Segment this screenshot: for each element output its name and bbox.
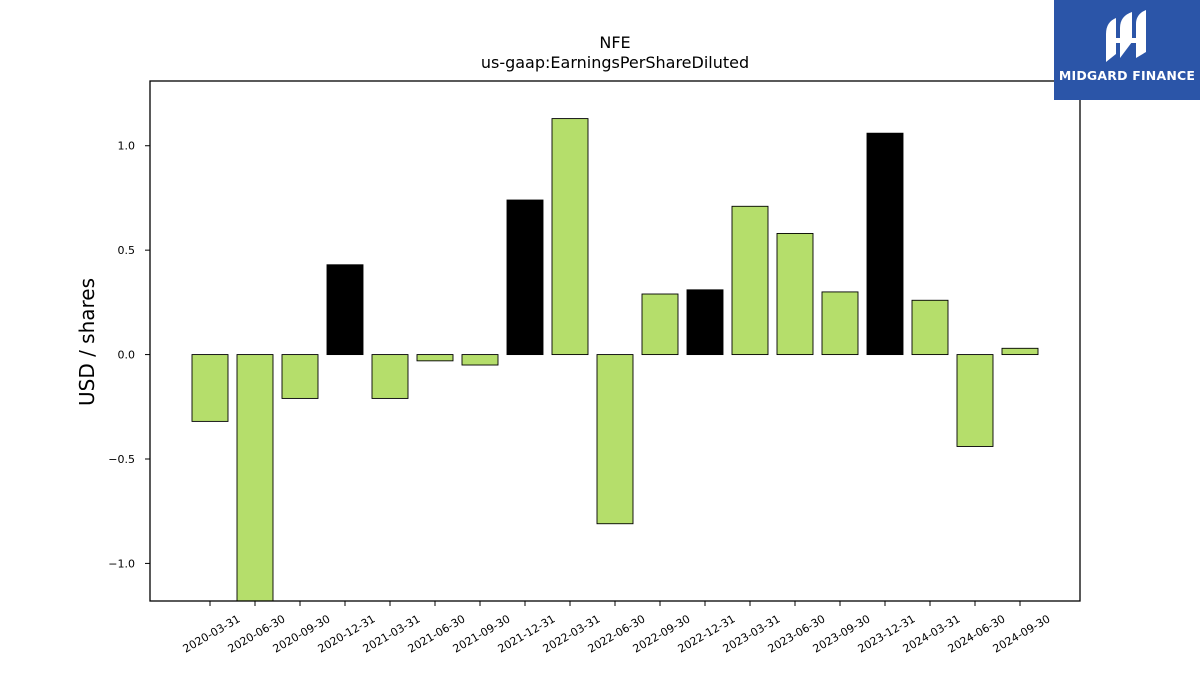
bar-2022-09-30 <box>641 293 679 356</box>
y-tick-label: 1.0 <box>118 140 136 153</box>
logo-mark-icon <box>1106 10 1146 62</box>
x-ticks-group: 2020-03-312020-06-302020-09-302020-12-31… <box>181 601 1053 656</box>
bar-2024-03-31 <box>911 299 949 356</box>
y-tick-label: −0.5 <box>108 453 135 466</box>
bar-2022-06-30 <box>596 354 634 525</box>
bar-2023-12-31 <box>866 132 904 356</box>
plot-frame <box>149 80 1081 602</box>
bar-2023-09-30 <box>821 291 859 356</box>
y-ticks-group: −1.0 −0.5 0.0 0.5 1.0 <box>108 140 150 570</box>
bar-2024-09-30 <box>1001 347 1039 356</box>
y-tick-label: −1.0 <box>108 557 135 570</box>
bar-2020-09-30 <box>281 354 319 399</box>
bar-2023-06-30 <box>776 232 814 356</box>
bar-2020-06-30 <box>236 354 274 601</box>
chart-title: NFE <box>599 33 630 52</box>
bar-2022-03-31 <box>551 118 589 356</box>
bar-2023-03-31 <box>731 205 769 356</box>
bar-2021-06-30 <box>416 354 454 362</box>
bar-2020-03-31 <box>191 354 229 422</box>
bar-2021-12-31 <box>506 199 544 356</box>
chart-subtitle: us-gaap:EarningsPerShareDiluted <box>481 53 749 72</box>
bar-2020-12-31 <box>326 264 364 356</box>
y-tick-label: 0.0 <box>118 349 136 362</box>
bar-2022-12-31 <box>686 289 724 356</box>
y-tick-label: 0.5 <box>118 244 136 257</box>
bar-2021-09-30 <box>461 354 499 366</box>
bar-2024-06-30 <box>956 354 994 447</box>
y-axis-label: USD / shares <box>75 278 99 406</box>
bars-group <box>191 118 1039 601</box>
company-logo: MIDGARD FINANCE <box>1054 0 1200 100</box>
bar-2021-03-31 <box>371 354 409 399</box>
logo-text: MIDGARD FINANCE <box>1058 68 1196 83</box>
